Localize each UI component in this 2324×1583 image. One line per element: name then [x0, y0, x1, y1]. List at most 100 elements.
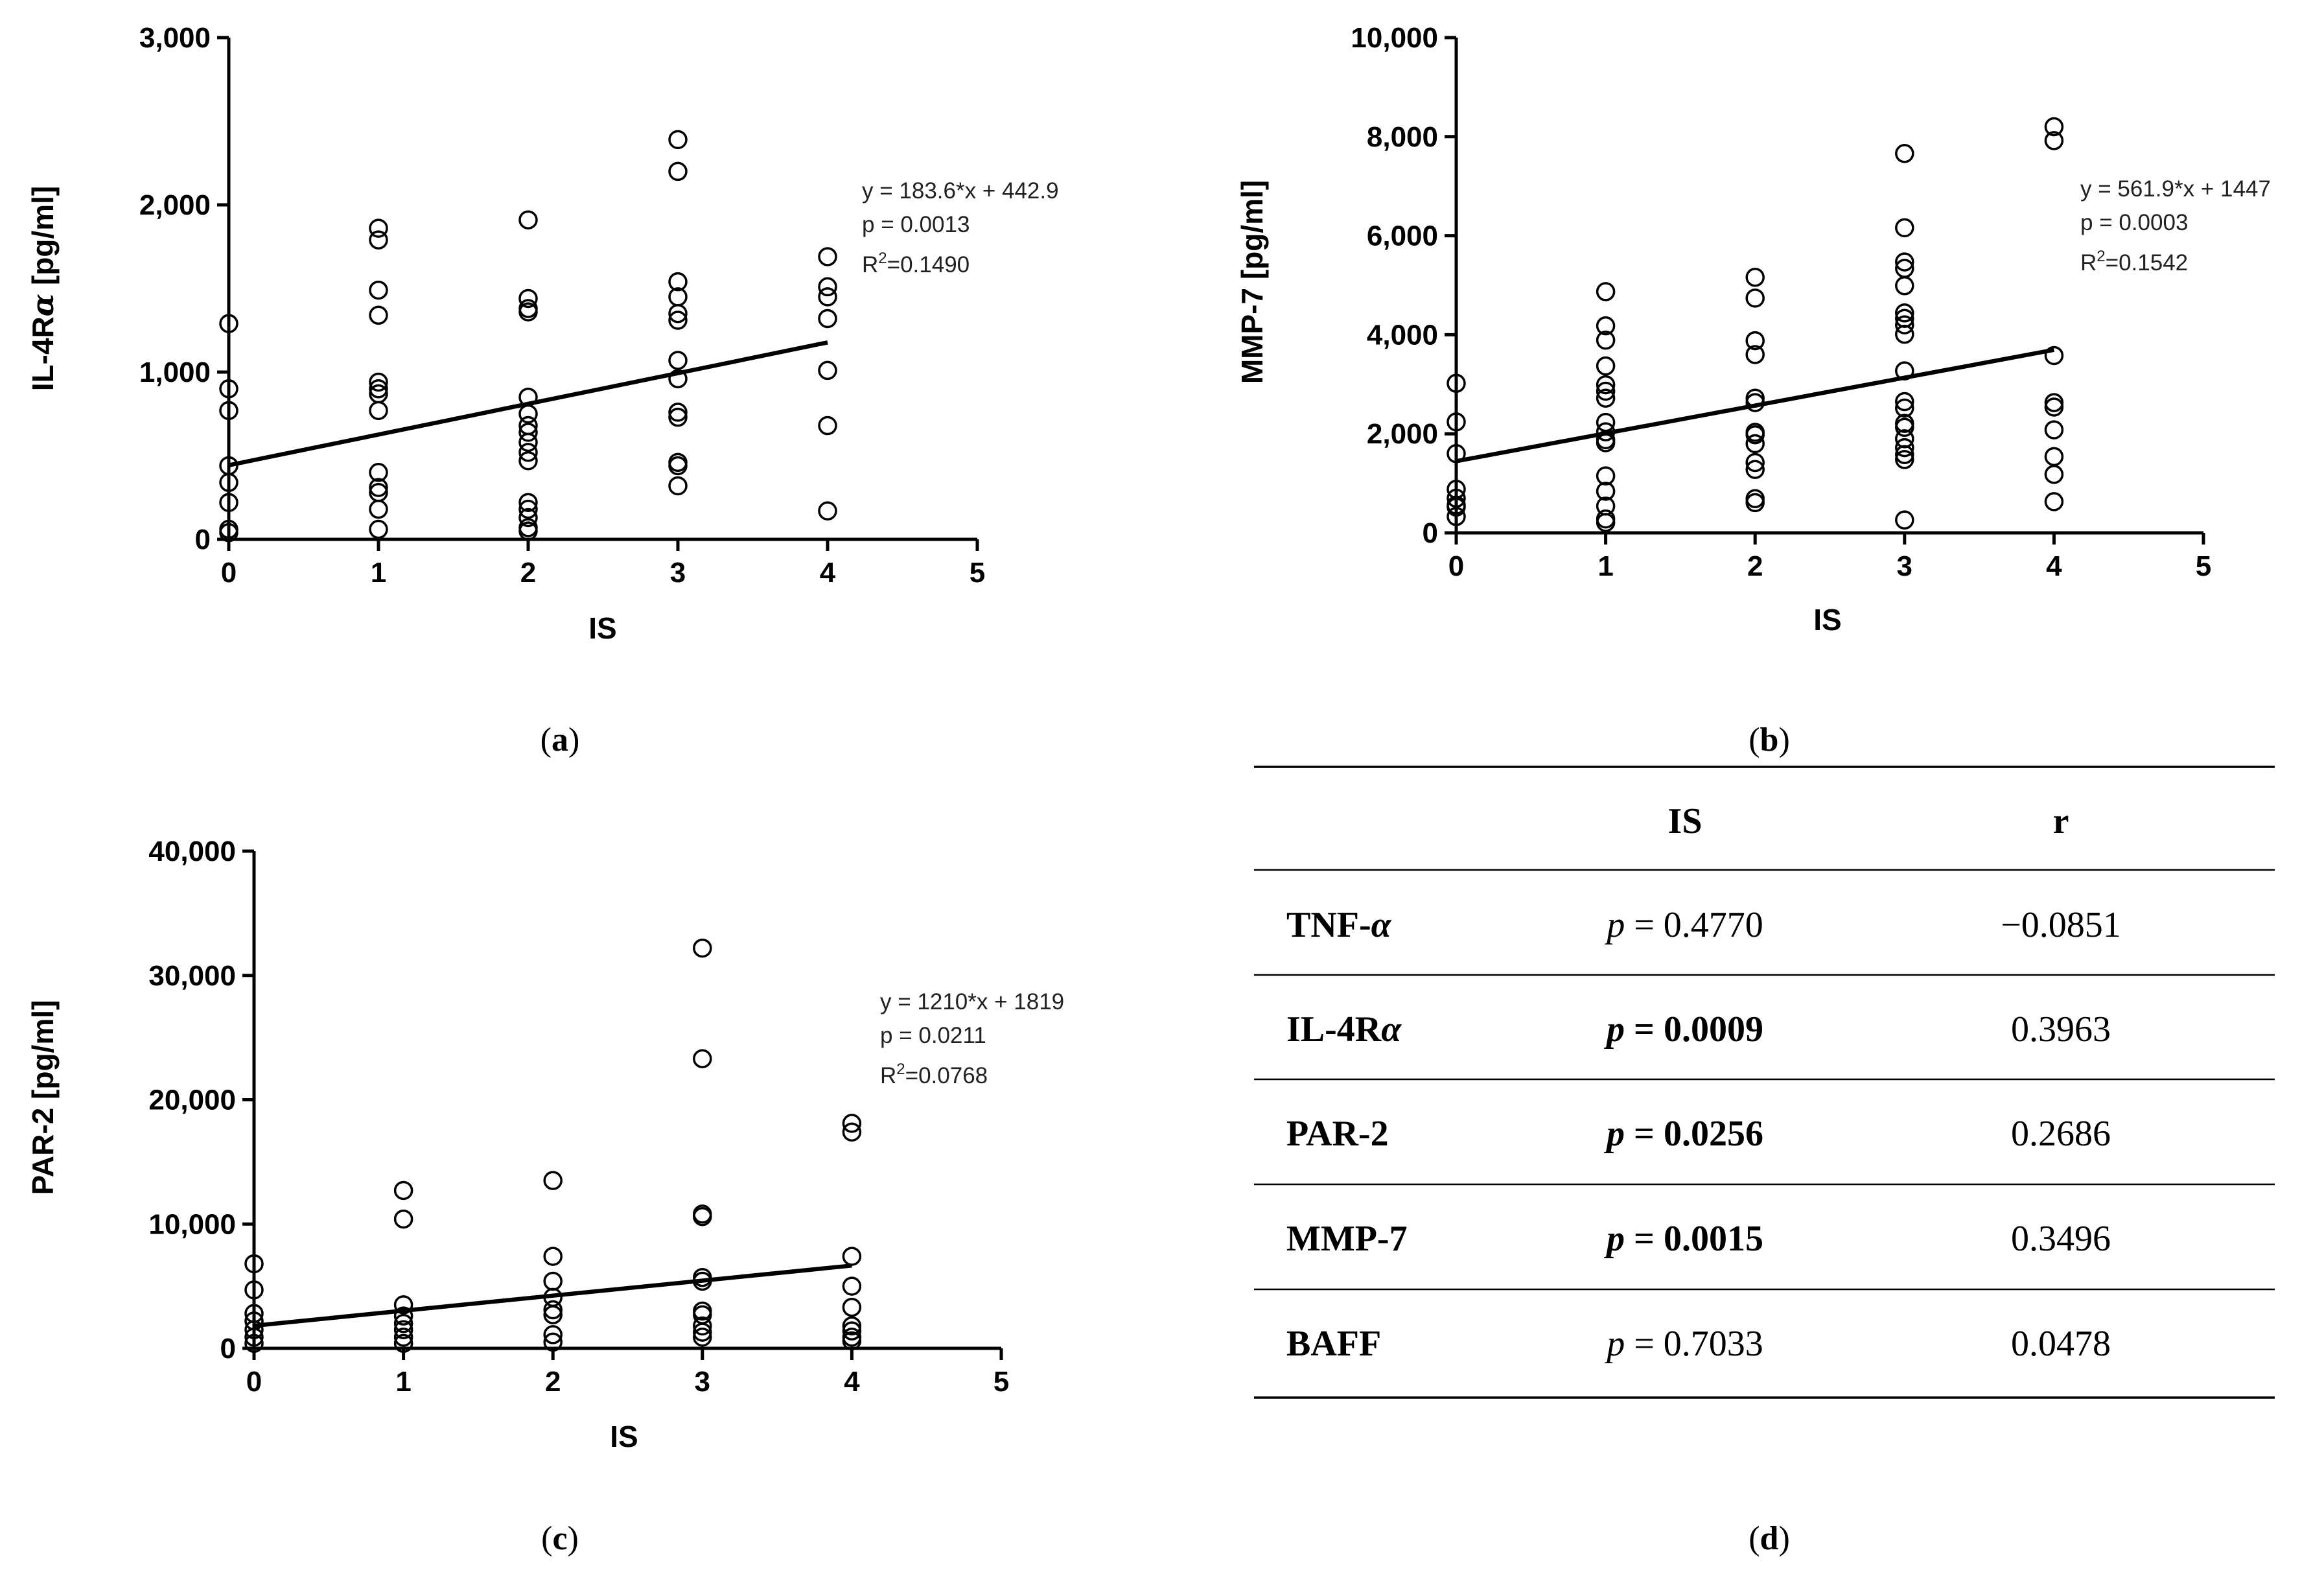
data-point: [1596, 422, 1616, 441]
y-tick-label: 10,000: [1351, 22, 1438, 54]
data-point: [1745, 288, 1765, 308]
data-point: [1745, 452, 1765, 473]
panel-b-y-ticks: 0 2,000 4,000 6,000 8,000 10,000: [1351, 22, 1456, 549]
data-point: [518, 443, 538, 462]
panel-d-table: IS r TNF-α p = 0.4770 −0.0851 IL-4Rα p =…: [1254, 766, 2275, 1557]
data-point: [1596, 433, 1616, 452]
data-point: [518, 210, 538, 229]
data-point: [1745, 489, 1765, 509]
data-point: [1895, 398, 1914, 418]
data-point: [842, 1247, 862, 1266]
data-point: [842, 1114, 862, 1133]
panel-a-y-ticks: 0 1,000 2,000 3,000: [139, 22, 229, 556]
x-tick-label: 2: [520, 557, 536, 589]
x-tick-label: 4: [820, 557, 836, 589]
y-tick-label: 20,000: [148, 1085, 236, 1116]
data-point: [818, 287, 837, 307]
data-point: [1596, 282, 1616, 301]
data-point: [1895, 276, 1914, 296]
data-point: [1596, 356, 1616, 376]
data-point: [1895, 445, 1914, 465]
row-r-value: 0.3963: [2011, 1009, 2111, 1049]
panel-b-caption: (b): [1749, 721, 1790, 758]
data-point: [369, 379, 388, 399]
data-point: [369, 478, 388, 497]
panel-c-p-value: p = 0.0211: [880, 1023, 986, 1048]
panel-a-x-ticks: 0 1 2 3 4 5: [221, 539, 985, 589]
panel-c-x-ticks: 0 1 2 3 4 5: [246, 1348, 1009, 1398]
panel-b-y-label: MMP-7 [pg/ml]: [1235, 180, 1269, 384]
panel-a-chart: 0 1,000 2,000 3,000 0 1 2 3 4 5 IS IL-4Rα [pg/ml…: [25, 22, 1059, 758]
table-header-is: IS: [1668, 801, 1702, 841]
data-point: [668, 476, 688, 496]
data-point: [693, 938, 712, 958]
panel-b-x-ticks: 0 1 2 3 4 5: [1448, 533, 2211, 582]
data-point: [518, 423, 538, 442]
data-point: [693, 1206, 712, 1226]
data-point: [1596, 331, 1616, 350]
panel-a-x-label: IS: [588, 611, 616, 645]
data-point: [693, 1327, 712, 1347]
data-point: [668, 369, 688, 389]
data-point: [543, 1305, 563, 1324]
panel-c-y-ticks: 0 10,000 20,000 30,000 40,000: [148, 836, 254, 1365]
panel-c-x-label: IS: [610, 1420, 638, 1453]
data-point: [842, 1297, 862, 1317]
data-point: [1895, 450, 1914, 469]
data-point: [219, 522, 238, 543]
table-row: MMP-7 p = 0.0015 0.3496: [1286, 1219, 2111, 1259]
x-tick-label: 5: [994, 1366, 1009, 1398]
data-point: [1447, 488, 1466, 508]
data-point: [369, 499, 388, 519]
data-point: [1895, 438, 1914, 458]
x-tick-label: 3: [695, 1366, 710, 1398]
panel-b-r-squared: R2=0.1542: [2080, 248, 2188, 276]
data-point: [1745, 345, 1765, 364]
x-tick-label: 1: [371, 557, 386, 589]
data-point: [393, 1295, 413, 1315]
row-name: PAR-2: [1286, 1114, 1389, 1154]
y-tick-label: 40,000: [148, 836, 236, 867]
x-tick-label: 2: [1747, 550, 1763, 582]
data-point: [1596, 375, 1616, 395]
data-point: [1895, 303, 1914, 323]
data-point: [842, 1331, 862, 1351]
panel-c-equation: y = 1210*x + 1819: [880, 989, 1064, 1014]
data-point: [369, 372, 388, 392]
row-r-value: 0.3496: [2011, 1219, 2111, 1259]
data-point: [1745, 493, 1765, 513]
data-point: [1745, 434, 1765, 454]
data-point: [369, 218, 388, 238]
panel-a-caption: (a): [540, 721, 580, 758]
panel-c-caption: (c): [541, 1520, 579, 1557]
row-r-value: 0.2686: [2011, 1114, 2111, 1154]
y-tick-label: 0: [220, 1333, 236, 1365]
data-point: [668, 407, 688, 427]
data-point: [543, 1271, 563, 1291]
panel-a-points: [219, 130, 837, 543]
data-point: [1447, 497, 1466, 517]
data-point: [668, 311, 688, 330]
data-point: [1745, 425, 1765, 445]
panel-b-points: [1447, 117, 2064, 532]
data-point: [842, 1316, 862, 1336]
data-point: [842, 1276, 862, 1296]
data-point: [219, 314, 238, 333]
data-point: [543, 1171, 563, 1190]
table-row: PAR-2 p = 0.0256 0.2686: [1286, 1114, 2111, 1154]
data-point: [393, 1306, 413, 1326]
row-name: IL-4Rα: [1286, 1009, 1402, 1049]
row-p-value: p = 0.4770: [1604, 905, 1763, 945]
row-p-value: p = 0.0015: [1604, 1219, 1763, 1259]
x-tick-label: 0: [1448, 550, 1464, 582]
x-tick-label: 5: [970, 557, 985, 589]
data-point: [1447, 507, 1466, 526]
data-point: [518, 493, 538, 512]
data-point: [219, 379, 238, 399]
data-point: [369, 463, 388, 482]
panel-c-r-squared: R2=0.0768: [880, 1061, 988, 1088]
data-point: [1447, 412, 1466, 432]
data-point: [1895, 218, 1914, 238]
data-point: [1895, 144, 1914, 163]
data-point: [543, 1325, 563, 1344]
